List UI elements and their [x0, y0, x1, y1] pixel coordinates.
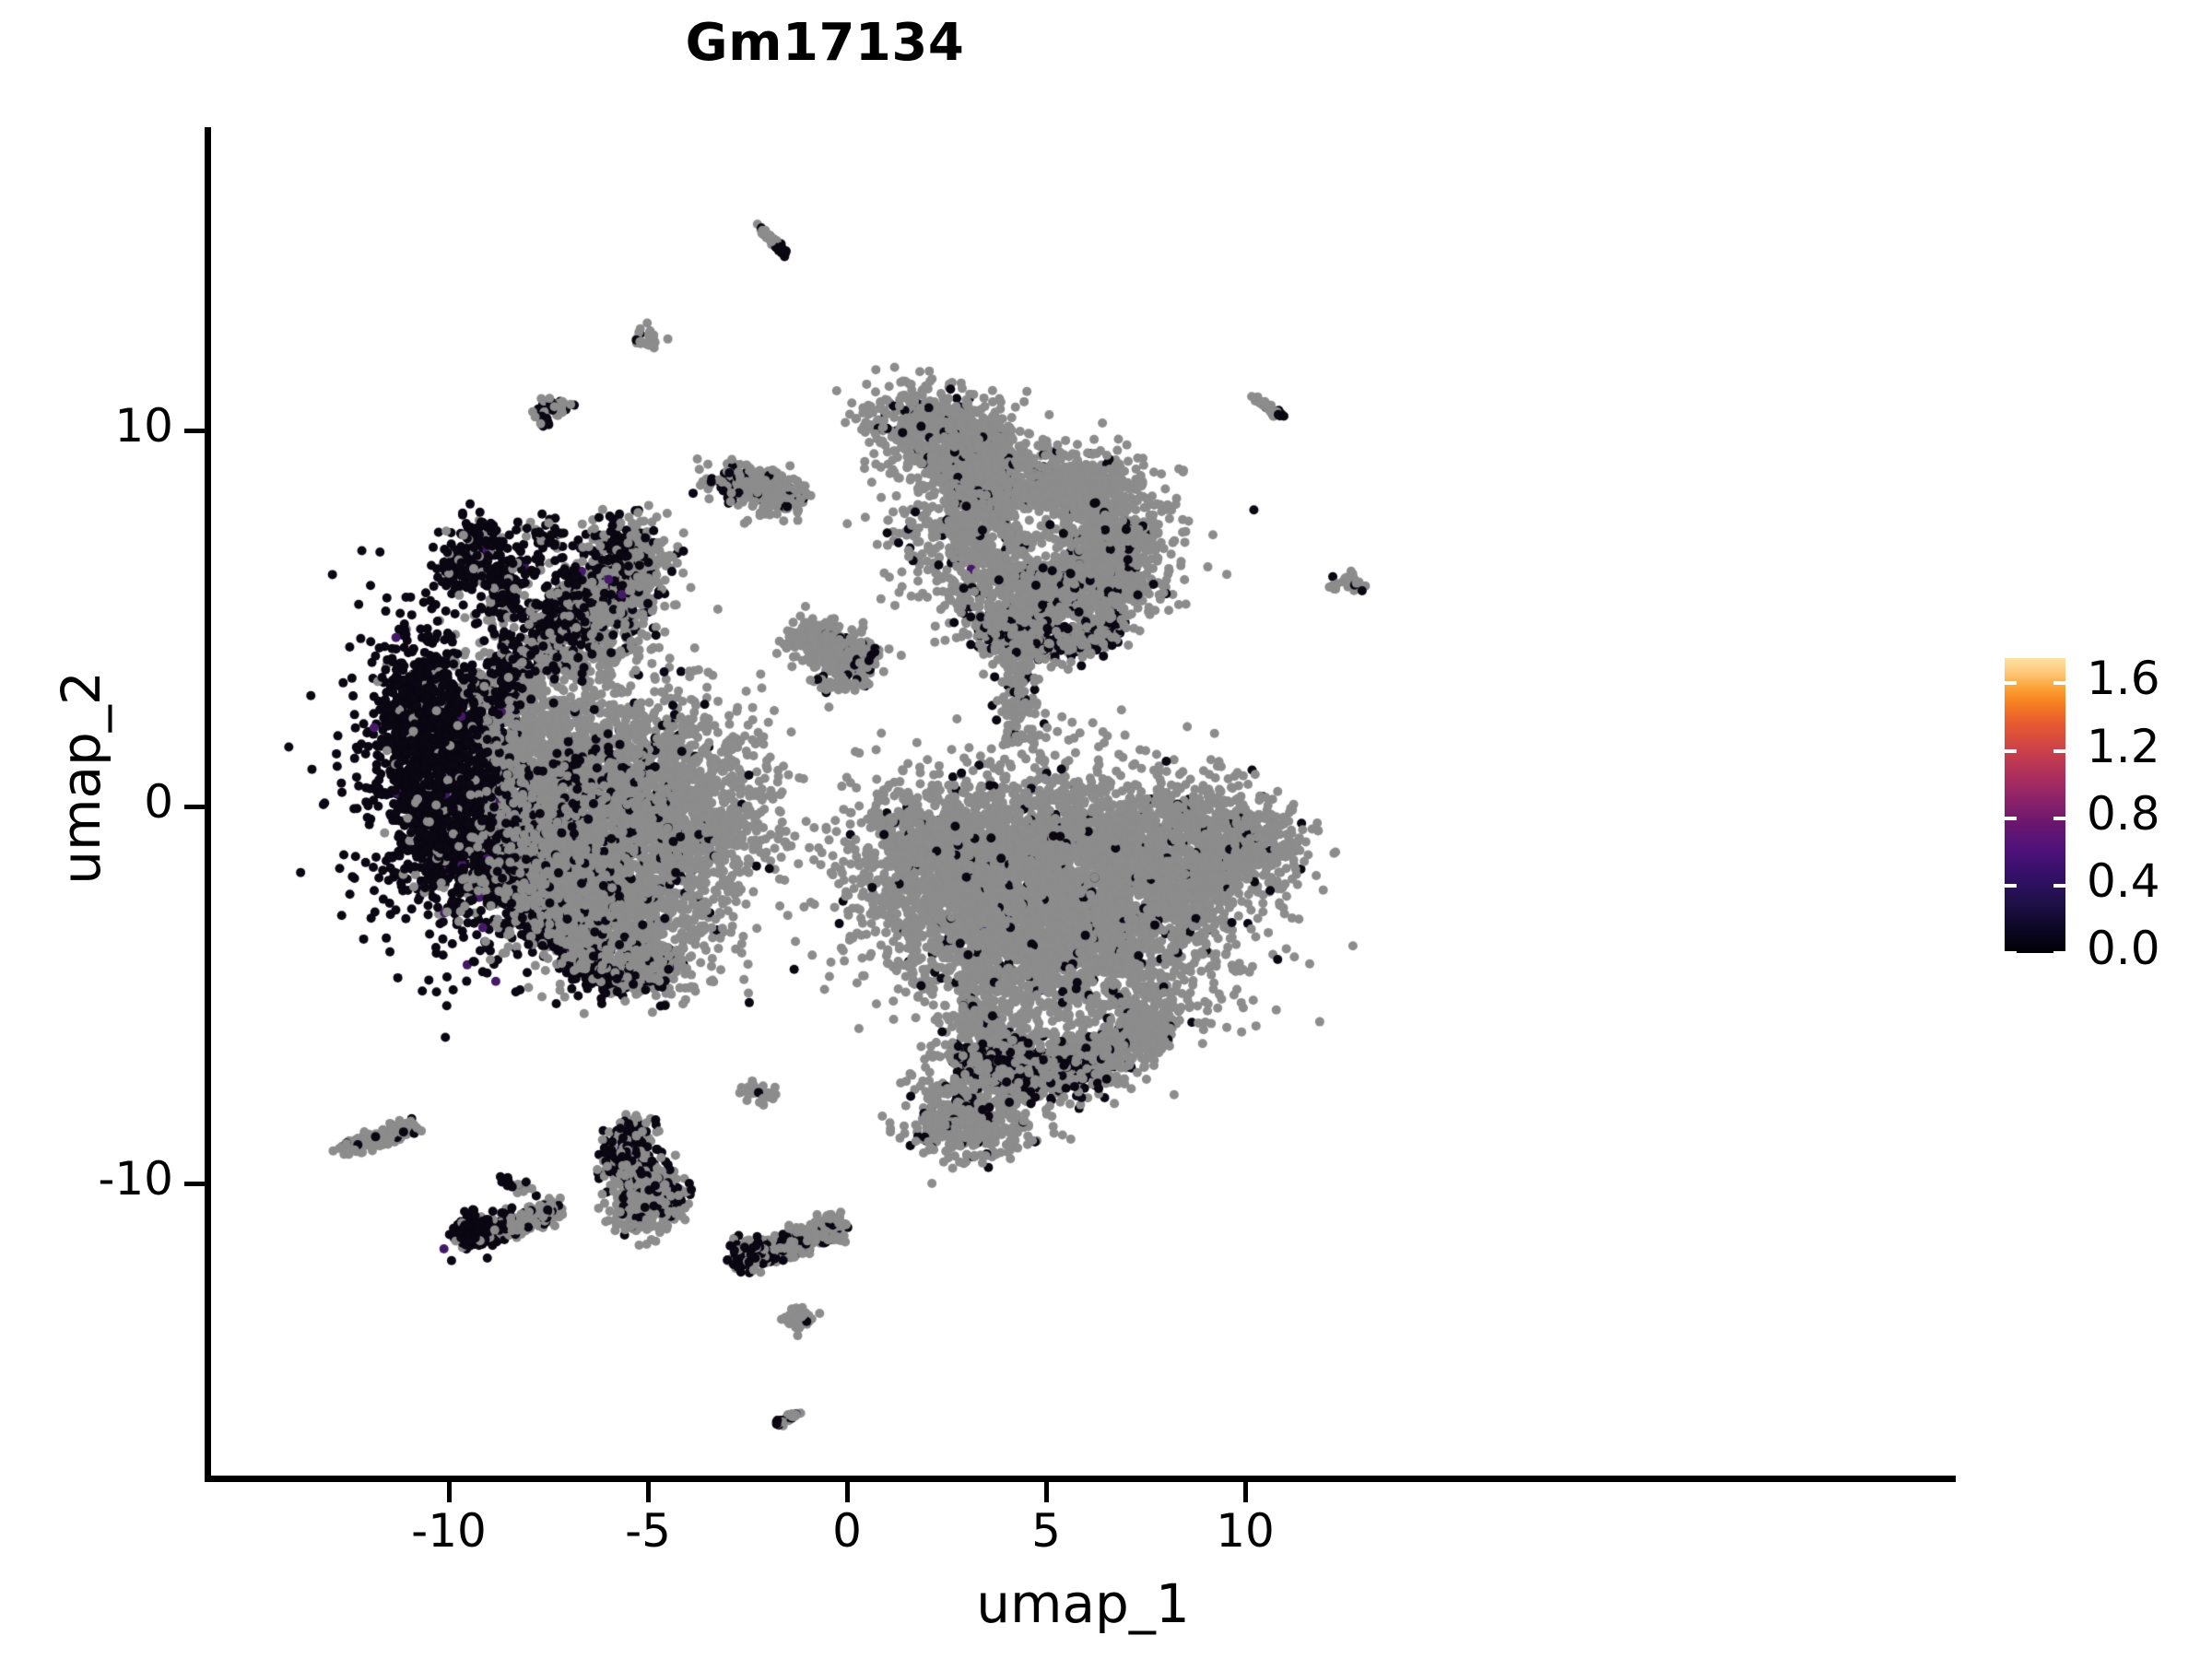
y-axis-spine	[205, 127, 211, 1482]
colorbar-tick-mark	[2053, 951, 2065, 955]
colorbar-tick-mark	[2053, 883, 2065, 888]
colorbar-tick-mark	[2005, 816, 2017, 820]
colorbar	[2005, 658, 2065, 955]
colorbar-tick-mark	[2005, 951, 2017, 955]
x-tick-label: -5	[625, 1504, 671, 1558]
x-axis-label: umap_1	[976, 1572, 1190, 1635]
y-tick-label: -10	[98, 1151, 173, 1206]
x-tick-mark	[1044, 1482, 1049, 1502]
colorbar-tick-mark	[2005, 748, 2017, 753]
page-title: Gm17134	[685, 13, 965, 73]
x-axis-spine	[205, 1476, 1956, 1482]
y-tick-mark	[184, 805, 205, 809]
plot-axes-area	[210, 129, 1956, 1479]
y-tick-label: 10	[114, 398, 173, 453]
x-tick-label: 5	[1031, 1504, 1061, 1558]
y-tick-label: 0	[144, 775, 173, 829]
colorbar-tick-mark	[2053, 681, 2065, 686]
x-tick-label: 0	[832, 1504, 862, 1558]
y-axis-label: umap_2	[50, 671, 112, 885]
x-tick-mark	[646, 1482, 651, 1502]
y-tick-mark	[184, 1181, 205, 1186]
x-tick-label: 10	[1216, 1504, 1275, 1558]
x-tick-mark	[1243, 1482, 1248, 1502]
colorbar-tick-label: 1.2	[2087, 719, 2160, 773]
x-tick-mark	[447, 1482, 452, 1502]
colorbar-tick-mark	[2053, 748, 2065, 753]
scatter-points-canvas	[210, 129, 1956, 1479]
colorbar-tick-label: 1.6	[2087, 652, 2160, 706]
colorbar-tick-label: 0.0	[2087, 922, 2160, 975]
colorbar-tick-label: 0.4	[2087, 853, 2160, 908]
colorbar-tick-mark	[2053, 816, 2065, 820]
colorbar-tick-mark	[2005, 883, 2017, 888]
x-tick-label: -10	[411, 1504, 487, 1558]
colorbar-tick-mark	[2005, 681, 2017, 686]
colorbar-tick-label: 0.8	[2087, 786, 2160, 841]
x-tick-mark	[845, 1482, 850, 1502]
colorbar-gradient	[2005, 658, 2065, 953]
y-tick-mark	[184, 428, 205, 433]
